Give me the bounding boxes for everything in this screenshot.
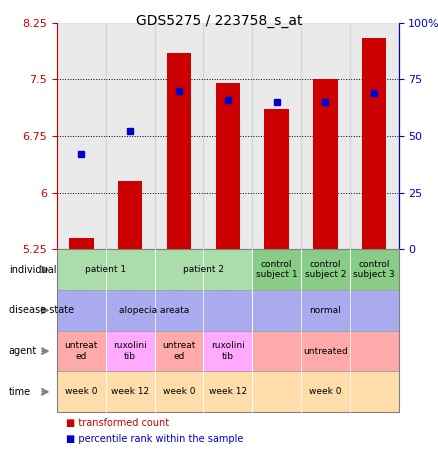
Text: untreat
ed: untreat ed bbox=[65, 342, 98, 361]
Bar bbox=[301, 23, 350, 249]
Bar bbox=[362, 38, 386, 249]
Text: ruxolini
tib: ruxolini tib bbox=[211, 342, 245, 361]
Text: week 0: week 0 bbox=[162, 387, 195, 396]
Text: week 0: week 0 bbox=[65, 387, 98, 396]
Bar bbox=[350, 23, 399, 249]
Bar bbox=[106, 23, 155, 249]
Text: individual: individual bbox=[9, 265, 56, 275]
Bar bbox=[203, 23, 252, 249]
Bar bbox=[155, 23, 203, 249]
Text: patient 1: patient 1 bbox=[85, 265, 126, 274]
Text: week 12: week 12 bbox=[208, 387, 247, 396]
Text: control
subject 1: control subject 1 bbox=[256, 260, 297, 279]
Bar bbox=[252, 23, 301, 249]
Bar bbox=[167, 53, 191, 249]
Text: disease state: disease state bbox=[9, 305, 74, 315]
Text: patient 2: patient 2 bbox=[183, 265, 224, 274]
Text: normal: normal bbox=[310, 306, 341, 315]
Text: GDS5275 / 223758_s_at: GDS5275 / 223758_s_at bbox=[136, 14, 302, 28]
Bar bbox=[57, 23, 106, 249]
Text: control
subject 2: control subject 2 bbox=[304, 260, 346, 279]
Bar bbox=[69, 238, 94, 249]
Text: untreated: untreated bbox=[303, 347, 348, 356]
Text: untreat
ed: untreat ed bbox=[162, 342, 196, 361]
Text: ■ percentile rank within the sample: ■ percentile rank within the sample bbox=[66, 434, 243, 444]
Bar bbox=[313, 79, 338, 249]
Bar bbox=[265, 110, 289, 249]
Text: alopecia areata: alopecia areata bbox=[120, 306, 190, 315]
Text: time: time bbox=[9, 387, 31, 397]
Text: control
subject 3: control subject 3 bbox=[353, 260, 395, 279]
Text: week 0: week 0 bbox=[309, 387, 342, 396]
Text: week 12: week 12 bbox=[111, 387, 149, 396]
Text: ■ transformed count: ■ transformed count bbox=[66, 418, 169, 428]
Text: agent: agent bbox=[9, 346, 37, 356]
Bar bbox=[118, 181, 142, 249]
Bar bbox=[215, 83, 240, 249]
Text: ruxolini
tib: ruxolini tib bbox=[113, 342, 147, 361]
